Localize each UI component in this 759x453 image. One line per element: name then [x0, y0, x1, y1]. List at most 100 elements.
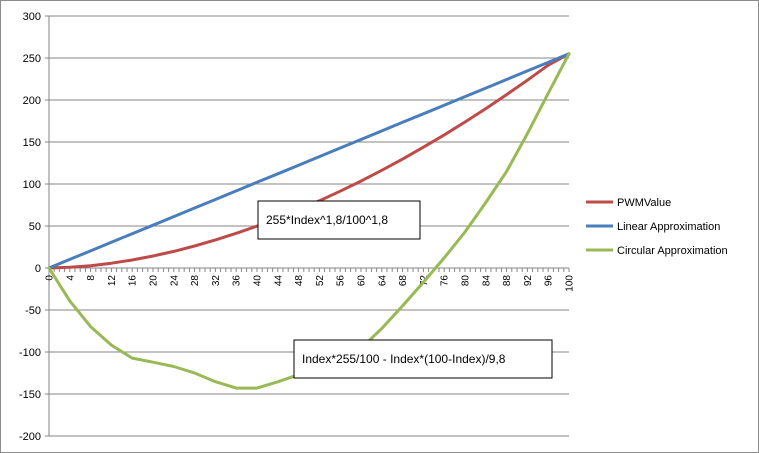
data-point: [568, 52, 571, 55]
x-tick-label: 24: [169, 275, 180, 287]
data-point: [89, 325, 92, 328]
x-tick-label: 28: [190, 275, 201, 287]
x-tick-label: 84: [481, 275, 492, 287]
data-point: [68, 299, 71, 302]
data-point: [48, 267, 51, 270]
data-point: [256, 387, 259, 390]
x-tick-label: 20: [149, 275, 160, 287]
data-point: [443, 256, 446, 259]
x-tick-label: 56: [336, 275, 347, 287]
data-point: [172, 215, 175, 218]
data-point: [422, 112, 425, 115]
data-point: [172, 365, 175, 368]
legend-label: Circular Approximation: [617, 245, 728, 257]
legend-label: Linear Approximation: [617, 221, 720, 233]
data-point: [152, 224, 155, 227]
data-point: [401, 304, 404, 307]
y-tick-label: -100: [19, 347, 41, 359]
data-point: [68, 258, 71, 261]
data-point: [484, 201, 487, 204]
data-point: [235, 232, 238, 235]
data-point: [547, 92, 550, 95]
data-point: [505, 170, 508, 173]
data-point: [547, 61, 550, 64]
x-tick-label: 64: [377, 275, 388, 287]
x-tick-label: 0: [45, 275, 56, 281]
data-point: [339, 147, 342, 150]
x-tick-label: 48: [294, 275, 305, 287]
data-point: [443, 133, 446, 136]
data-point: [214, 198, 217, 201]
annotation-text: Index*255/100 - Index*(100-Index)/9,8: [302, 352, 506, 366]
annotation-box: [257, 200, 421, 240]
x-tick-label: 32: [211, 275, 222, 287]
data-point: [360, 180, 363, 183]
data-point: [89, 264, 92, 267]
y-tick-label: 200: [23, 95, 41, 107]
legend-label: PWMValue: [617, 197, 671, 209]
y-tick-label: 150: [23, 137, 41, 149]
data-point: [256, 181, 259, 184]
x-tick-label: 60: [357, 275, 368, 287]
x-tick-label: 88: [502, 275, 513, 287]
data-point: [339, 190, 342, 193]
annotation-box: [293, 339, 553, 379]
data-point: [110, 344, 113, 347]
data-point: [152, 254, 155, 257]
data-point: [401, 121, 404, 124]
data-point: [380, 327, 383, 330]
x-tick-label: 76: [440, 275, 451, 287]
data-point: [68, 266, 71, 269]
x-tick-label: 12: [107, 275, 118, 287]
x-tick-label: 36: [232, 275, 243, 287]
y-tick-label: 100: [23, 179, 41, 191]
data-point: [422, 146, 425, 149]
y-tick-label: 50: [29, 221, 41, 233]
data-point: [505, 78, 508, 81]
legend: PWMValue Linear Approximation Circular App…: [586, 197, 728, 257]
data-point: [276, 380, 279, 383]
data-point: [214, 238, 217, 241]
data-point: [297, 164, 300, 167]
data-point: [464, 95, 467, 98]
x-tick-label: 100: [565, 275, 576, 292]
x-tick-label: 40: [253, 275, 264, 287]
x-tick-label: 80: [461, 275, 472, 287]
data-point: [172, 250, 175, 253]
data-point: [110, 241, 113, 244]
y-tick-label: -200: [19, 431, 41, 443]
axes: 300 250 200 150 100 50 0 -50 -100 -150 -200 0 4 8 12 16…: [19, 11, 576, 443]
y-tick-label: 300: [23, 11, 41, 23]
data-point: [235, 189, 238, 192]
annotations: 255*Index^1,8/100^1,8 Index*255/100 - Ind…: [257, 200, 553, 379]
x-tick-label: 44: [273, 275, 284, 287]
x-tick-label: 4: [65, 275, 76, 281]
y-tick-label: -150: [19, 389, 41, 401]
data-point: [318, 155, 321, 158]
data-point: [193, 244, 196, 247]
data-point: [193, 207, 196, 210]
x-tick-label: 16: [128, 275, 139, 287]
data-point: [401, 158, 404, 161]
data-point: [422, 281, 425, 284]
data-point: [443, 104, 446, 107]
y-tick-label: 250: [23, 53, 41, 65]
y-tick-label: 0: [35, 263, 41, 275]
data-point: [484, 87, 487, 90]
data-point: [214, 380, 217, 383]
data-point: [464, 230, 467, 233]
data-point: [235, 387, 238, 390]
y-tick-label: -50: [25, 305, 41, 317]
data-point: [131, 232, 134, 235]
annotation-text: 255*Index^1,8/100^1,8: [266, 213, 388, 227]
data-point: [464, 121, 467, 124]
series-line-1: [47, 52, 571, 270]
x-tick-label: 92: [523, 275, 534, 287]
data-point: [193, 372, 196, 375]
x-tick-label: 68: [398, 275, 409, 287]
data-point: [380, 129, 383, 132]
data-point: [276, 172, 279, 175]
data-point: [505, 93, 508, 96]
